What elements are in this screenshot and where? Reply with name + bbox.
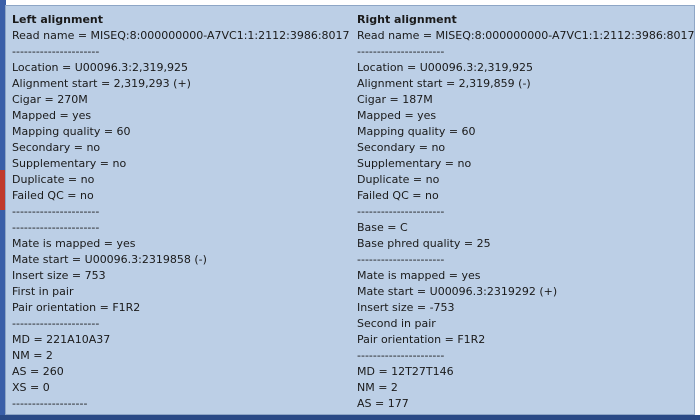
info-line: AS = 177 — [357, 397, 409, 410]
info-line: NM = 2 — [12, 349, 53, 362]
info-line: Location = U00096.3:2,319,925 — [12, 61, 188, 74]
info-line: Read name = MISEQ:8:000000000-A7VC1:1:21… — [12, 29, 350, 42]
bottom-bar — [0, 415, 700, 420]
info-line: Failed QC = no — [12, 189, 94, 202]
info-line: Location = U00096.3:2,319,925 — [357, 61, 533, 74]
info-line: Mapping quality = 60 — [12, 125, 131, 138]
info-line: AS = 260 — [12, 365, 64, 378]
info-line: Base phred quality = 25 — [357, 237, 491, 250]
info-line: ---------------------- — [357, 253, 445, 266]
info-line: XS = 0 — [12, 381, 50, 394]
info-line: Alignment start = 2,319,859 (-) — [357, 77, 531, 90]
info-line: ------------------- — [12, 397, 88, 410]
column-title: Right alignment — [357, 13, 457, 26]
info-line: Duplicate = no — [12, 173, 95, 186]
info-line: ---------------------- — [12, 221, 100, 234]
info-line: Pair orientation = F1R2 — [12, 301, 141, 314]
window-edge-marker — [0, 170, 6, 210]
info-line: Read name = MISEQ:8:000000000-A7VC1:1:21… — [357, 29, 695, 42]
info-line: Base = C — [357, 221, 408, 234]
info-line: Second in pair — [357, 317, 436, 330]
info-line: ---------------------- — [357, 45, 445, 58]
info-line: NM = 2 — [357, 381, 398, 394]
info-line: MD = 221A10A37 — [12, 333, 111, 346]
info-line: ---------------------- — [357, 349, 445, 362]
info-line: Mate start = U00096.3:2319292 (+) — [357, 285, 558, 298]
alignment-tooltip: Left alignment Read name = MISEQ:8:000000… — [5, 5, 695, 415]
info-line: Supplementary = no — [12, 157, 127, 170]
info-line: Mate is mapped = yes — [357, 269, 481, 282]
info-line: Supplementary = no — [357, 157, 472, 170]
info-line: First in pair — [12, 285, 74, 298]
info-line: ---------------------- — [12, 205, 100, 218]
info-line: Secondary = no — [12, 141, 101, 154]
info-line: Cigar = 270M — [12, 93, 88, 106]
info-line: Duplicate = no — [357, 173, 440, 186]
info-line: Alignment start = 2,319,293 (+) — [12, 77, 191, 90]
info-line: Cigar = 187M — [357, 93, 433, 106]
info-line: Mate start = U00096.3:2319858 (-) — [12, 253, 207, 266]
info-line: MD = 12T27T146 — [357, 365, 454, 378]
info-line: Insert size = 753 — [12, 269, 106, 282]
info-line: Pair orientation = F1R2 — [357, 333, 486, 346]
info-line: Mapped = yes — [357, 109, 437, 122]
column-title: Left alignment — [12, 13, 104, 26]
info-line: Mate is mapped = yes — [12, 237, 136, 250]
info-line: ---------------------- — [12, 45, 100, 58]
info-line: Mapping quality = 60 — [357, 125, 476, 138]
info-line: Insert size = -753 — [357, 301, 455, 314]
info-line: ---------------------- — [357, 205, 445, 218]
window-edge — [0, 0, 6, 420]
info-line: Mapped = yes — [12, 109, 92, 122]
info-line: Failed QC = no — [357, 189, 439, 202]
info-line: Secondary = no — [357, 141, 446, 154]
info-line: ---------------------- — [12, 317, 100, 330]
